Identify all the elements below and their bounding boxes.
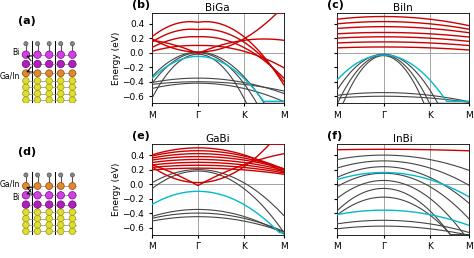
Circle shape xyxy=(46,97,53,103)
Circle shape xyxy=(46,84,53,91)
Y-axis label: Energy (eV): Energy (eV) xyxy=(112,31,121,85)
Circle shape xyxy=(34,90,41,97)
Circle shape xyxy=(34,182,41,189)
Circle shape xyxy=(24,42,28,46)
Text: (b): (b) xyxy=(132,0,150,10)
Circle shape xyxy=(57,228,64,235)
Circle shape xyxy=(36,42,40,46)
Circle shape xyxy=(46,90,53,97)
Circle shape xyxy=(46,192,53,199)
Circle shape xyxy=(34,84,41,91)
Circle shape xyxy=(34,60,41,68)
Title: BiIn: BiIn xyxy=(393,3,413,13)
Circle shape xyxy=(69,90,76,97)
Circle shape xyxy=(57,51,64,58)
Circle shape xyxy=(69,70,76,77)
Circle shape xyxy=(57,97,64,103)
Circle shape xyxy=(69,209,76,215)
Circle shape xyxy=(23,222,29,228)
Circle shape xyxy=(70,173,74,177)
Circle shape xyxy=(34,51,41,58)
Circle shape xyxy=(46,51,53,58)
Circle shape xyxy=(46,60,53,68)
Text: Bi: Bi xyxy=(13,48,20,57)
Circle shape xyxy=(46,78,53,84)
Circle shape xyxy=(69,201,76,208)
Circle shape xyxy=(69,182,76,189)
Circle shape xyxy=(34,201,41,208)
Circle shape xyxy=(57,78,64,84)
Circle shape xyxy=(47,42,51,46)
Circle shape xyxy=(23,78,29,84)
Circle shape xyxy=(34,215,41,222)
Circle shape xyxy=(23,84,29,91)
Circle shape xyxy=(57,192,64,199)
Circle shape xyxy=(22,192,30,199)
Circle shape xyxy=(46,70,53,77)
Circle shape xyxy=(47,173,51,177)
Circle shape xyxy=(34,209,41,215)
Circle shape xyxy=(23,228,29,235)
Circle shape xyxy=(46,215,53,222)
Circle shape xyxy=(34,97,41,103)
Circle shape xyxy=(69,78,76,84)
Title: GaBi: GaBi xyxy=(205,134,230,144)
Circle shape xyxy=(57,215,64,222)
Text: (a): (a) xyxy=(18,16,36,26)
Circle shape xyxy=(69,51,76,58)
Circle shape xyxy=(24,173,28,177)
Circle shape xyxy=(59,173,63,177)
Text: Ga/In: Ga/In xyxy=(0,179,20,188)
Y-axis label: Energy (eV): Energy (eV) xyxy=(112,163,121,216)
Circle shape xyxy=(70,42,74,46)
Circle shape xyxy=(57,90,64,97)
Circle shape xyxy=(36,173,40,177)
Circle shape xyxy=(69,228,76,235)
Title: BiGa: BiGa xyxy=(205,3,230,13)
Circle shape xyxy=(46,201,53,208)
Text: (d): (d) xyxy=(18,147,36,157)
Circle shape xyxy=(69,222,76,228)
Circle shape xyxy=(23,90,29,97)
Circle shape xyxy=(34,228,41,235)
Circle shape xyxy=(57,182,64,189)
Circle shape xyxy=(34,192,41,199)
Text: (f): (f) xyxy=(327,132,342,141)
Circle shape xyxy=(57,209,64,215)
Circle shape xyxy=(23,97,29,103)
Text: (e): (e) xyxy=(132,132,150,141)
Circle shape xyxy=(22,51,30,58)
Text: (c): (c) xyxy=(327,0,344,10)
Circle shape xyxy=(23,209,29,215)
Circle shape xyxy=(22,201,30,208)
Circle shape xyxy=(69,215,76,222)
Text: Ga/In: Ga/In xyxy=(0,71,20,80)
Circle shape xyxy=(69,97,76,103)
Circle shape xyxy=(34,222,41,228)
Circle shape xyxy=(57,60,64,68)
Circle shape xyxy=(46,228,53,235)
Circle shape xyxy=(22,182,29,189)
Circle shape xyxy=(46,182,53,189)
Circle shape xyxy=(57,84,64,91)
Text: Bi: Bi xyxy=(13,193,20,202)
Circle shape xyxy=(22,70,29,77)
Circle shape xyxy=(69,60,76,68)
Circle shape xyxy=(69,192,76,199)
Circle shape xyxy=(57,70,64,77)
Circle shape xyxy=(34,70,41,77)
Circle shape xyxy=(23,215,29,222)
Circle shape xyxy=(69,84,76,91)
Circle shape xyxy=(46,209,53,215)
Circle shape xyxy=(57,201,64,208)
Title: InBi: InBi xyxy=(393,134,413,144)
Circle shape xyxy=(22,60,30,68)
Circle shape xyxy=(46,222,53,228)
Circle shape xyxy=(34,78,41,84)
Circle shape xyxy=(57,222,64,228)
Circle shape xyxy=(59,42,63,46)
